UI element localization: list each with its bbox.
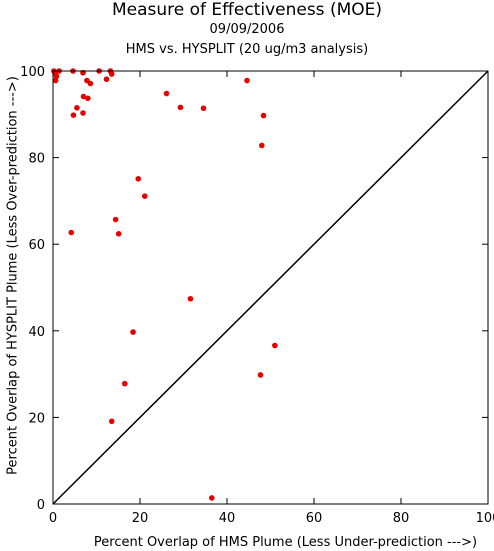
data-point: [208, 495, 215, 501]
data-point: [74, 105, 80, 111]
data-point: [272, 342, 278, 349]
data-point: [141, 193, 148, 199]
data-points: [51, 68, 278, 501]
reference-diagonal-line: [52, 70, 489, 505]
y-tick-label: 60: [28, 238, 45, 253]
data-point: [200, 105, 207, 112]
data-point: [87, 80, 94, 87]
data-point: [70, 112, 77, 118]
data-point: [115, 231, 122, 237]
data-point: [163, 90, 170, 97]
data-point: [80, 93, 87, 100]
x-tick-label: 40: [219, 511, 236, 526]
data-point: [259, 142, 265, 149]
data-point: [135, 176, 142, 182]
plot-frame: [52, 70, 489, 505]
y-tick-label: 100: [20, 65, 45, 80]
y-tick-label: 40: [28, 325, 45, 340]
data-point: [80, 110, 86, 116]
x-tick-label: 0: [49, 511, 57, 526]
chart-title: Measure of Effectiveness (MOE): [111, 0, 383, 20]
data-point: [121, 380, 128, 387]
data-point: [244, 77, 250, 84]
y-axis-label: Percent Overlap of HYSPLIT Plume (Less O…: [6, 76, 21, 475]
data-point: [187, 295, 194, 302]
data-point: [112, 216, 119, 223]
x-tick-label: 100: [476, 511, 494, 526]
chart-subtitle-date: 09/09/2006: [209, 22, 285, 37]
data-point: [260, 112, 267, 119]
data-point: [130, 329, 136, 335]
x-tick-label: 60: [306, 511, 323, 526]
data-point: [257, 372, 264, 378]
data-point: [108, 418, 115, 425]
y-tick-label: 20: [28, 411, 45, 426]
data-point: [108, 71, 115, 77]
data-point: [53, 73, 60, 79]
axis-ticks: 0 20 40 60 80 100 0 20 40 60 80 100: [20, 65, 494, 526]
chart-subtitle-analysis: HMS vs. HYSPLIT (20 ug/m3 analysis): [125, 42, 369, 57]
x-tick-label: 20: [132, 511, 149, 526]
x-tick-label: 80: [393, 511, 410, 526]
data-point: [85, 95, 91, 102]
y-tick-label: 80: [28, 152, 45, 167]
data-point: [103, 76, 110, 83]
y-tick-label: 0: [37, 498, 45, 513]
data-point: [177, 104, 184, 111]
data-point: [52, 77, 59, 84]
data-point: [68, 229, 75, 236]
x-axis-label: Percent Overlap of HMS Plume (Less Under…: [94, 535, 477, 550]
